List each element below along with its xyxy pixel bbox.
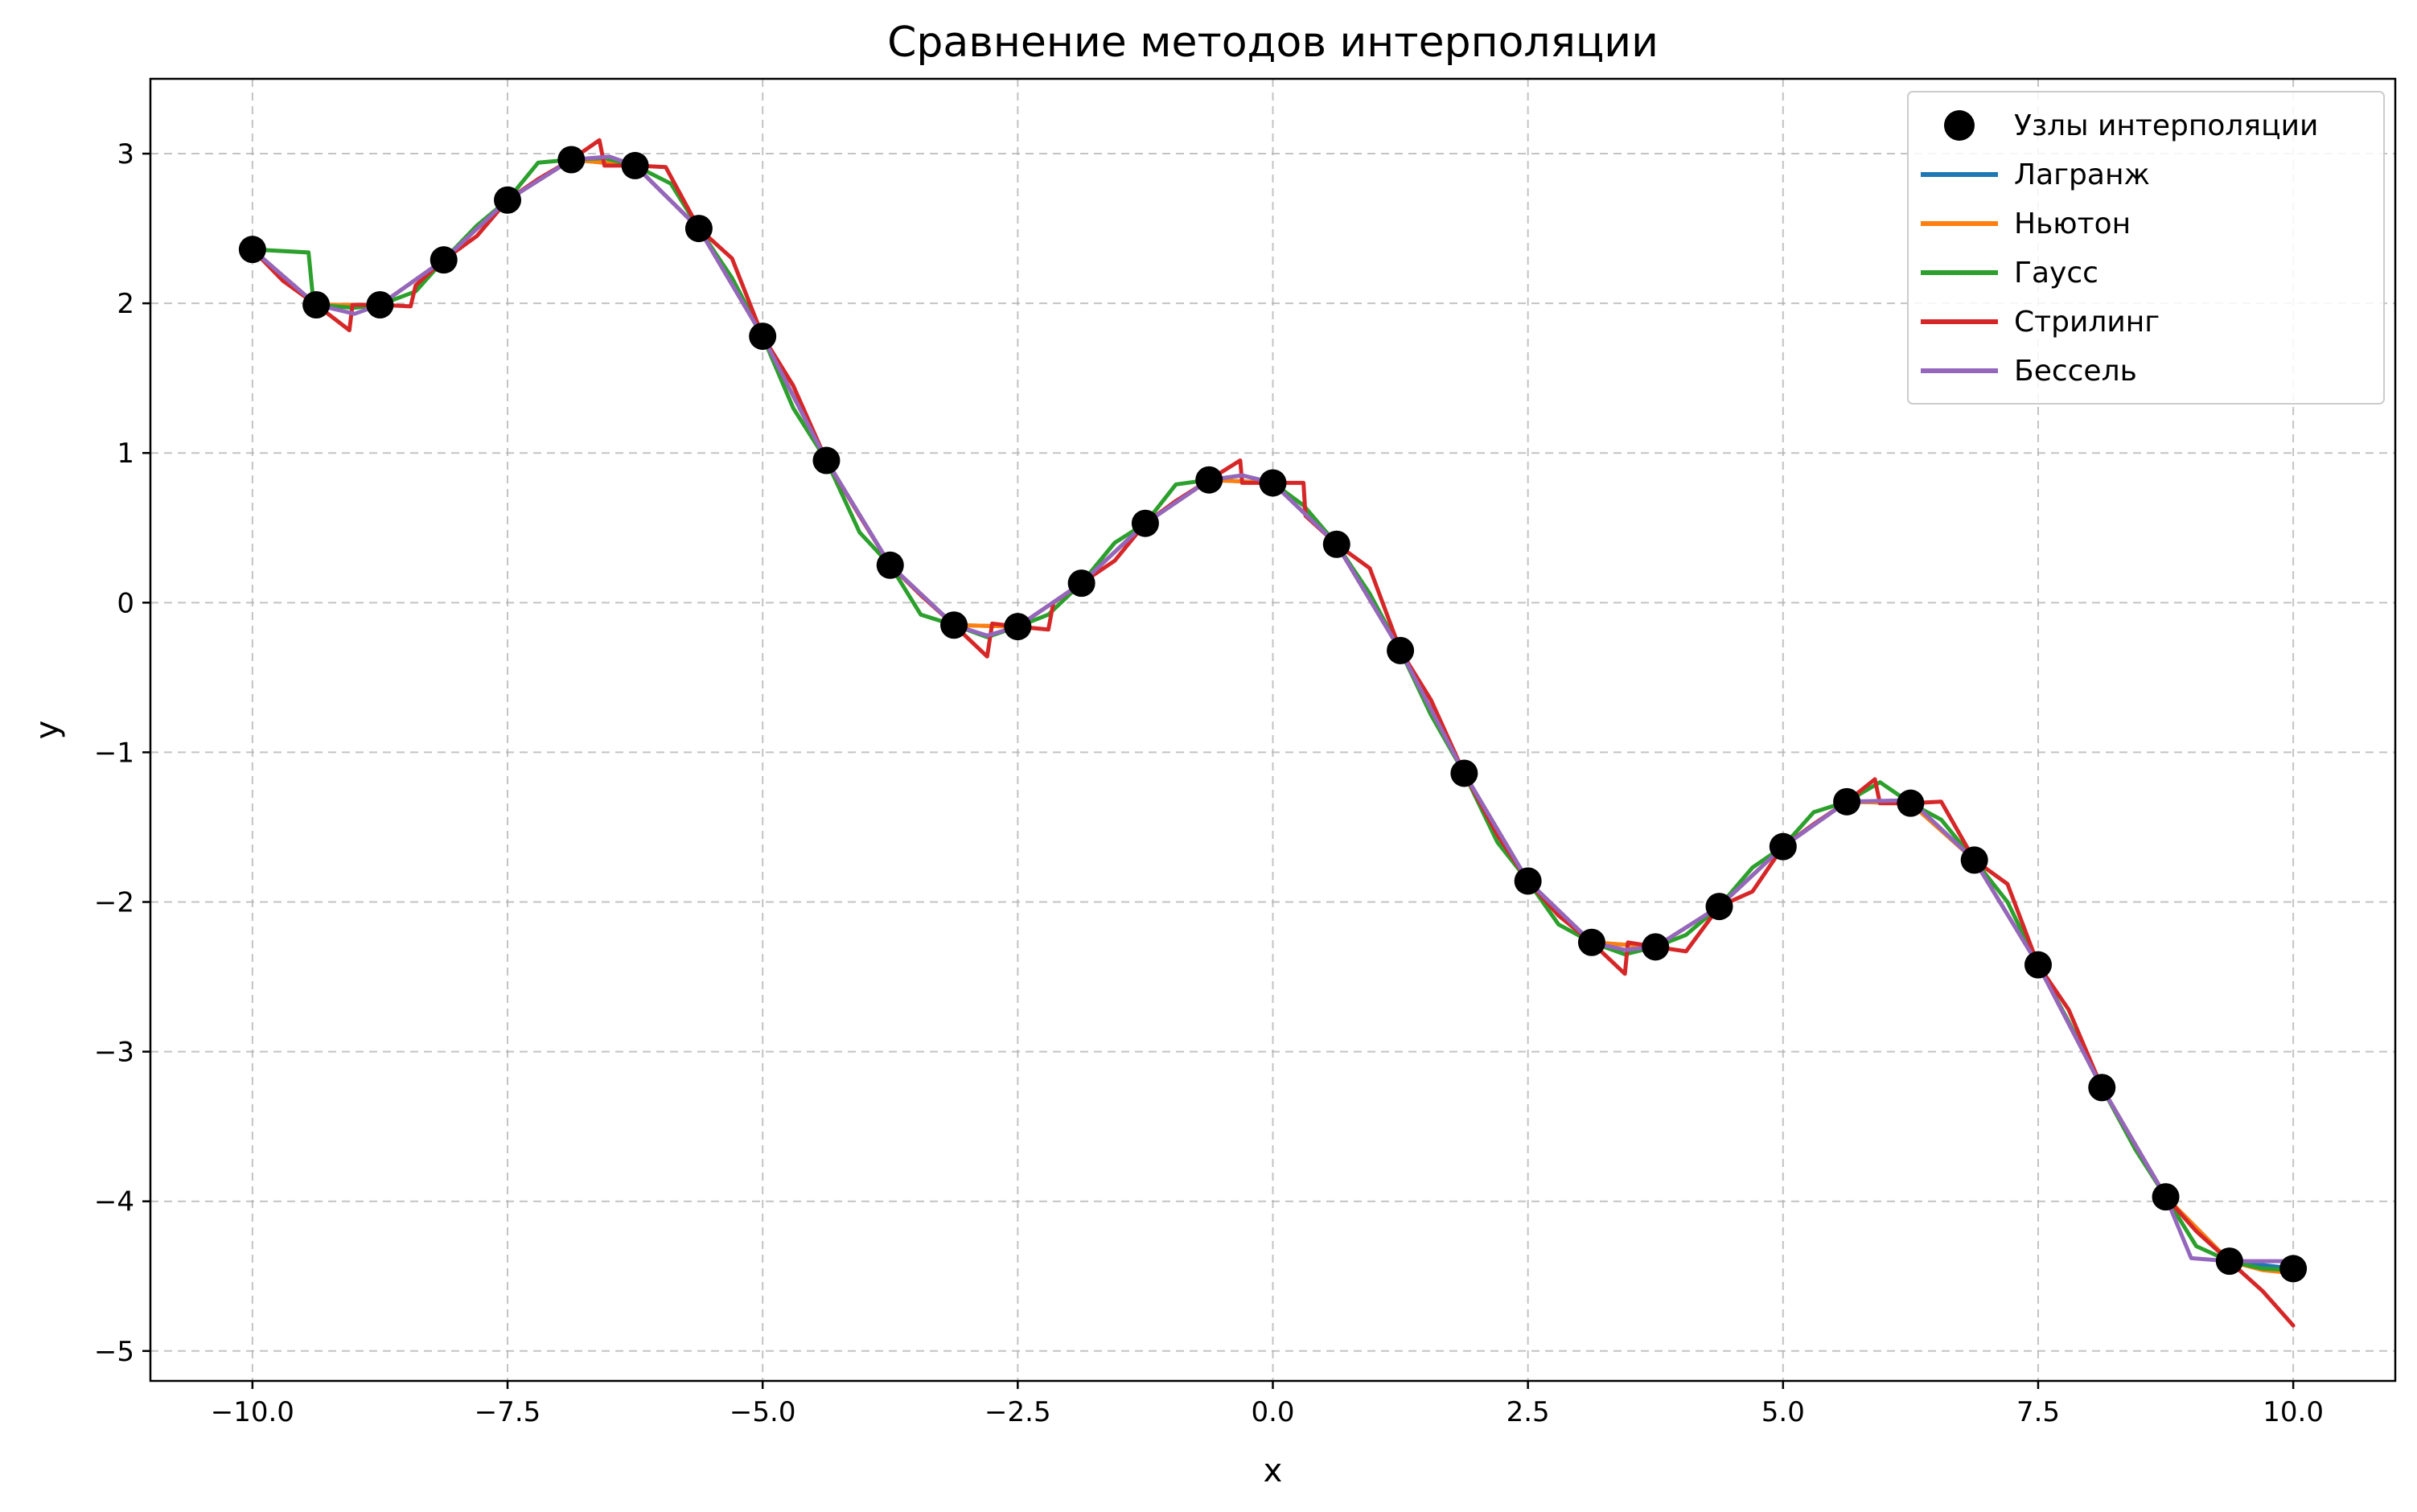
interpolation-node	[684, 215, 713, 243]
x-axis-label: x	[1264, 1452, 1283, 1489]
interpolation-node	[940, 611, 968, 639]
interpolation-node	[2088, 1074, 2116, 1102]
chart-title: Сравнение методов интерполяции	[887, 18, 1659, 67]
interpolation-node	[1769, 832, 1797, 861]
x-tick-label: −5.0	[730, 1396, 796, 1428]
nodes-layer	[238, 146, 2308, 1283]
interpolation-node	[557, 146, 586, 174]
interpolation-node	[1833, 787, 1861, 816]
interpolation-node	[1259, 469, 1287, 497]
interpolation-node	[302, 290, 331, 318]
x-tick-label: 0.0	[1251, 1396, 1294, 1428]
y-tick-label: −1	[94, 737, 134, 769]
legend-label: Стрилинг	[2014, 306, 2160, 339]
interpolation-node	[1004, 613, 1032, 641]
interpolation-node	[2024, 951, 2052, 979]
interpolation-node	[876, 551, 904, 579]
x-tick-label: 2.5	[1507, 1396, 1550, 1428]
interpolation-node	[621, 151, 649, 179]
x-tick-label: 7.5	[2016, 1396, 2060, 1428]
interpolation-node	[812, 446, 841, 475]
interpolation-node	[430, 246, 458, 274]
interpolation-node	[1067, 569, 1095, 598]
legend-box	[1907, 91, 2385, 405]
interpolation-node	[1195, 466, 1223, 494]
legend-label: Ньютон	[2014, 207, 2131, 240]
interpolation-node	[1960, 846, 1988, 874]
legend-label: Узлы интерполяции	[2014, 109, 2318, 142]
interpolation-node	[2279, 1255, 2308, 1283]
interpolation-node	[2152, 1183, 2180, 1211]
interpolation-node	[1131, 509, 1159, 537]
interpolation-node	[749, 323, 777, 351]
interpolation-node	[1514, 867, 1542, 895]
x-tick-label: 10.0	[2263, 1396, 2324, 1428]
interpolation-node	[1387, 636, 1415, 664]
interpolation-node	[2215, 1247, 2243, 1276]
x-tick-label: −2.5	[984, 1396, 1051, 1428]
y-tick-label: −4	[94, 1186, 134, 1218]
x-tick-label: 5.0	[1761, 1396, 1805, 1428]
y-tick-label: 1	[117, 438, 134, 470]
interpolation-node	[238, 236, 266, 264]
legend-label: Гаусс	[2014, 257, 2098, 290]
x-tick-label: −10.0	[211, 1396, 294, 1428]
legend-label: Лагранж	[2014, 158, 2150, 191]
legend-marker-nodes	[1944, 110, 1975, 141]
x-tick-label: −7.5	[475, 1396, 541, 1428]
interpolation-node	[366, 290, 394, 318]
interpolation-node	[1322, 530, 1350, 558]
y-axis-label: y	[29, 721, 66, 740]
interpolation-node	[494, 186, 522, 214]
interpolation-node	[1577, 928, 1605, 956]
y-tick-label: −2	[94, 887, 134, 919]
y-tick-label: 0	[117, 587, 134, 619]
y-tick-label: 3	[117, 138, 134, 171]
y-tick-label: −5	[94, 1336, 134, 1368]
y-axis-ticks: −5 −4 −3 −2 −1 0 1 2 3	[94, 138, 150, 1368]
y-tick-label: −3	[94, 1037, 134, 1069]
y-tick-label: 2	[117, 288, 134, 320]
interpolation-node	[1450, 759, 1478, 787]
interpolation-node	[1642, 933, 1670, 961]
interpolation-node	[1705, 893, 1733, 921]
legend: Узлы интерполяции Лагранж Ньютон Гаусс Стрил…	[1907, 91, 2385, 405]
interpolation-node	[1897, 789, 1925, 817]
grid	[150, 79, 2395, 1381]
legend-label: Бессель	[2014, 355, 2137, 388]
x-axis-ticks: −10.0 −7.5 −5.0 −2.5 0.0 2.5 5.0 7.5 10.0	[211, 1381, 2324, 1428]
